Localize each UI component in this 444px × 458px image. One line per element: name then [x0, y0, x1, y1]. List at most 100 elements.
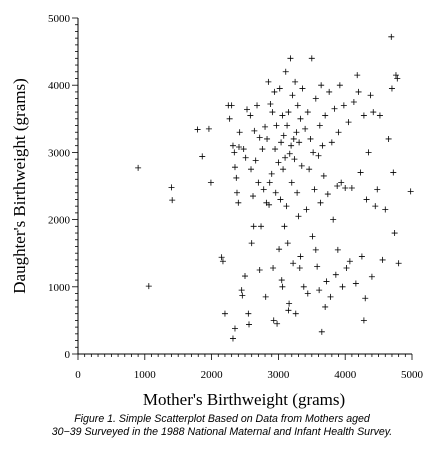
y-axis-title: Daughter's Birthweight (grams) — [10, 78, 29, 294]
x-tick-label: 5000 — [401, 369, 424, 381]
data-point — [297, 115, 304, 122]
data-point — [295, 213, 302, 220]
data-point — [290, 135, 297, 142]
data-point — [248, 240, 255, 247]
y-tick-label: 4000 — [48, 80, 71, 92]
data-point — [374, 186, 381, 193]
data-point — [394, 75, 401, 82]
y-tick-label: 2000 — [48, 215, 71, 227]
data-point — [267, 101, 274, 108]
data-point — [290, 260, 297, 267]
data-point — [262, 123, 269, 130]
data-point — [350, 99, 357, 105]
data-point — [363, 196, 370, 203]
caption-line-1: Figure 1. Simple Scatterplot Based on Da… — [74, 413, 370, 425]
y-tick-label: 3000 — [48, 147, 71, 159]
data-point — [240, 146, 247, 153]
data-point — [277, 196, 284, 203]
data-point — [286, 300, 293, 307]
data-point — [407, 188, 414, 195]
caption-line-2: 30−39 Surveyed in the 1988 National Mate… — [51, 426, 393, 438]
data-point — [250, 223, 257, 230]
data-point — [283, 203, 290, 210]
data-point — [296, 264, 303, 271]
data-point — [390, 169, 397, 176]
data-point — [194, 126, 201, 133]
y-tick-label: 1000 — [48, 282, 71, 294]
data-point — [324, 191, 331, 198]
data-point — [233, 174, 240, 181]
data-point — [311, 186, 318, 193]
data-point — [276, 246, 283, 253]
data-point — [226, 115, 233, 122]
data-point — [294, 102, 301, 109]
data-point — [244, 106, 251, 113]
data-point — [235, 144, 242, 151]
data-point — [334, 183, 341, 189]
data-points — [135, 33, 414, 342]
data-point — [292, 78, 299, 85]
data-point — [388, 33, 395, 40]
data-point — [376, 112, 383, 119]
data-point — [316, 287, 323, 294]
data-point — [276, 85, 283, 92]
data-point — [247, 112, 254, 119]
data-point — [352, 280, 359, 287]
data-point — [278, 139, 285, 146]
data-point — [334, 246, 341, 253]
data-point — [229, 142, 236, 149]
data-point — [360, 317, 367, 324]
data-point — [320, 172, 327, 179]
data-point — [252, 157, 259, 164]
data-point — [362, 295, 369, 302]
data-point — [169, 197, 176, 204]
data-point — [199, 153, 206, 160]
data-point — [385, 135, 392, 142]
data-point — [242, 273, 248, 280]
data-point — [328, 139, 335, 146]
data-point — [343, 264, 350, 271]
data-point — [322, 303, 329, 310]
x-tick-label: 0 — [75, 369, 81, 381]
data-point — [360, 112, 367, 119]
data-point — [357, 169, 364, 176]
data-point — [322, 112, 329, 119]
data-point — [288, 179, 295, 186]
data-point — [287, 55, 294, 62]
plot-area: 0 1000 2000 3000 4000 5000 0 1000 2000 3000 4000 5… — [48, 13, 424, 381]
y-axis-ticks: 0 1000 2000 3000 4000 5000 — [48, 13, 78, 361]
data-point — [306, 166, 313, 173]
data-point — [335, 129, 342, 136]
data-point — [256, 134, 263, 141]
data-point — [279, 283, 286, 290]
x-tick-label: 3000 — [267, 369, 290, 381]
data-point — [245, 310, 252, 317]
x-tick-label: 2000 — [201, 369, 224, 381]
data-point — [248, 166, 255, 173]
data-point — [254, 102, 261, 109]
data-point — [300, 283, 307, 290]
data-point — [292, 310, 299, 317]
data-point — [270, 264, 277, 271]
data-point — [286, 150, 293, 157]
y-tick-label: 5000 — [48, 13, 71, 25]
data-point — [314, 263, 321, 270]
data-point — [297, 253, 304, 260]
data-point — [265, 78, 272, 85]
data-point — [323, 278, 330, 285]
data-point — [310, 149, 317, 156]
data-point — [367, 92, 374, 99]
data-point — [250, 193, 257, 200]
data-point — [308, 55, 315, 62]
data-point — [282, 68, 289, 75]
data-point — [332, 271, 339, 278]
data-point — [307, 135, 314, 142]
x-tick-label: 4000 — [334, 369, 357, 381]
data-point — [365, 149, 372, 156]
data-point — [319, 142, 326, 149]
data-point — [289, 92, 296, 99]
data-point — [251, 127, 258, 134]
data-point — [316, 122, 323, 129]
data-point — [145, 283, 152, 290]
data-point — [235, 199, 242, 206]
